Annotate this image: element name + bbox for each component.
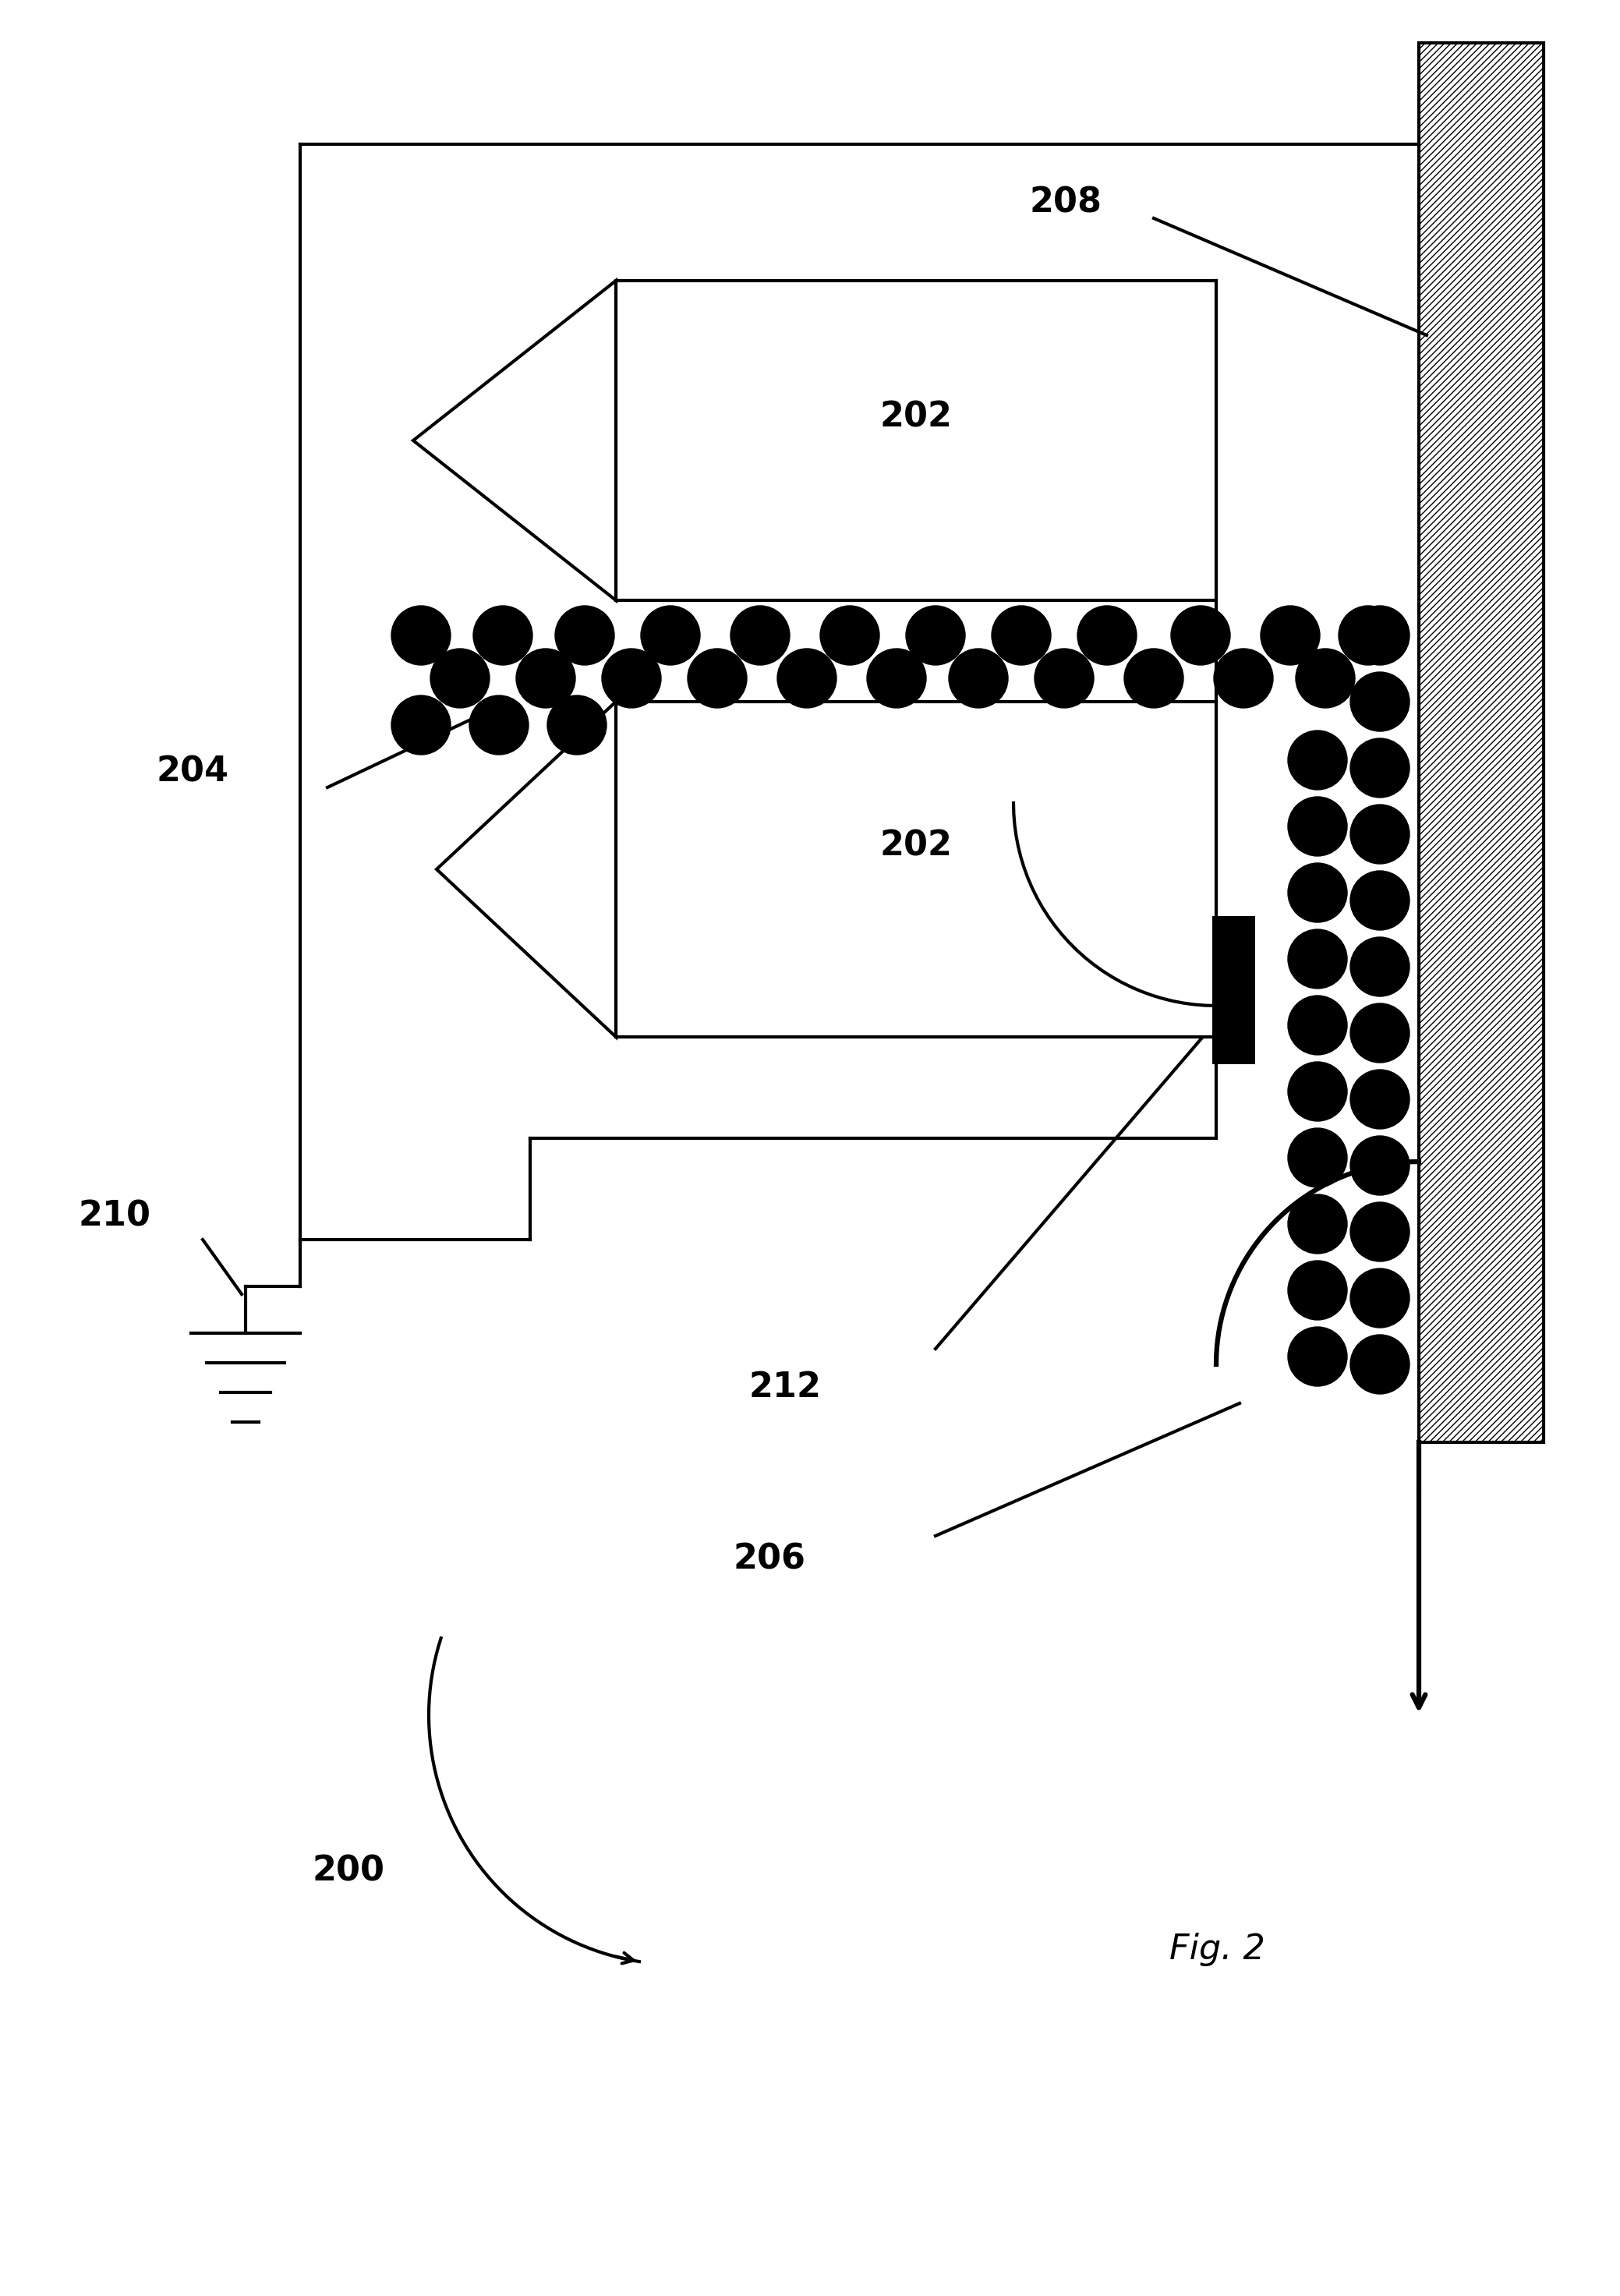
Circle shape [820,606,880,666]
Circle shape [603,650,661,707]
Text: 200: 200 [311,1855,384,1887]
Circle shape [1213,650,1273,707]
Text: 202: 202 [880,829,953,863]
Text: 202: 202 [880,400,953,434]
Circle shape [517,650,575,707]
Circle shape [473,606,533,666]
Circle shape [1349,1137,1409,1196]
Circle shape [1338,606,1398,666]
Text: 204: 204 [156,755,228,788]
Circle shape [1288,996,1348,1054]
Circle shape [470,696,528,755]
Text: 206: 206 [732,1543,805,1575]
Circle shape [548,696,606,755]
Circle shape [867,650,927,707]
Text: 212: 212 [748,1371,821,1405]
Text: Fig. 2: Fig. 2 [1170,1933,1265,1965]
Circle shape [1349,739,1409,797]
Circle shape [1349,1267,1409,1327]
Circle shape [1349,937,1409,996]
Circle shape [731,606,789,666]
Circle shape [991,606,1051,666]
Circle shape [1288,797,1348,856]
Circle shape [1349,1203,1409,1261]
Bar [616,703,1217,1038]
Circle shape [1124,650,1184,707]
Polygon shape [413,280,616,599]
Circle shape [1349,1003,1409,1063]
Circle shape [1349,1070,1409,1130]
Circle shape [1349,673,1409,732]
Text: 210: 210 [78,1199,151,1233]
Circle shape [1349,870,1409,930]
Circle shape [556,606,614,666]
Circle shape [906,606,966,666]
Circle shape [431,650,489,707]
Circle shape [1349,1334,1409,1394]
Polygon shape [436,703,616,1038]
Text: 208: 208 [1029,186,1102,220]
Circle shape [1260,606,1320,666]
Circle shape [1349,804,1409,863]
Circle shape [1288,1061,1348,1120]
Circle shape [1171,606,1230,666]
Circle shape [778,650,836,707]
Circle shape [1296,650,1354,707]
Bar [1212,916,1256,1063]
Circle shape [1077,606,1137,666]
Circle shape [1288,930,1348,990]
Circle shape [1288,863,1348,923]
Circle shape [1288,1261,1348,1320]
Circle shape [1288,1327,1348,1387]
Circle shape [1035,650,1094,707]
Circle shape [1288,1194,1348,1254]
Circle shape [1349,606,1409,666]
Circle shape [949,650,1008,707]
Circle shape [1288,1127,1348,1187]
Circle shape [642,606,700,666]
Circle shape [687,650,747,707]
Bar [1419,44,1544,1442]
Circle shape [392,696,450,755]
Circle shape [392,606,450,666]
Bar [616,280,1217,599]
Circle shape [1288,730,1348,790]
